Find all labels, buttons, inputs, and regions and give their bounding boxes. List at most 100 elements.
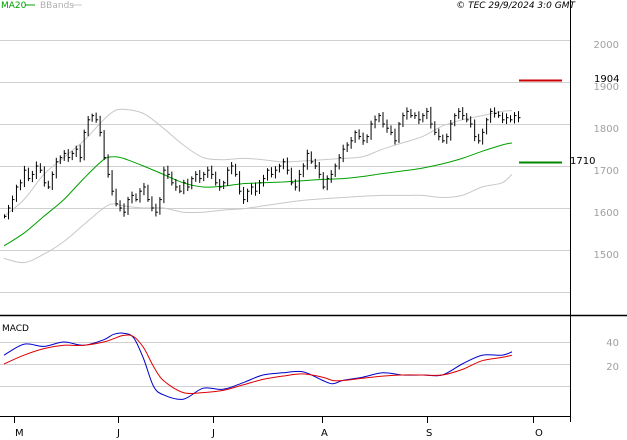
price-bar [310,151,314,164]
price-bar [410,109,413,118]
price-bar [103,130,107,160]
price-bar [502,112,505,124]
price-bar [394,128,397,145]
price-bar [55,157,59,179]
price-bar [31,170,35,183]
price-bar [147,184,150,202]
price-bar [490,108,493,123]
price-bar [382,112,386,128]
price-bar [482,128,485,145]
price-bar [87,116,91,137]
price-bar [486,117,489,135]
price-bar [458,108,461,119]
y-tick-1500: 1500 [594,250,619,261]
price-bar [318,161,322,179]
price-bar [79,144,83,163]
price-bar [203,171,206,182]
price-bar [259,180,262,194]
price-bar [366,134,370,144]
price-bar [247,188,250,203]
price-bar [199,170,202,183]
price-bar [306,149,310,170]
price-bar [418,111,421,125]
price-bar [219,179,222,191]
price-bar [290,167,294,186]
ma20-series-line [3,142,513,247]
price-bar [434,121,437,136]
price-bar [167,165,170,179]
price-bar [386,119,389,133]
price-bar [354,130,358,143]
price-bar [402,112,405,128]
price-bar [514,112,517,124]
y-tick-1900: 1900 [594,82,619,93]
price-bar [334,163,338,177]
price-bar [322,172,326,190]
price-bar [187,178,190,192]
price-bar [462,107,465,120]
price-bar [119,200,123,212]
price-bar [4,214,7,219]
price-bar [470,116,473,128]
price-bar [139,188,142,203]
price-bar [430,106,433,129]
price-bar [27,167,31,182]
price-bar [506,113,509,125]
x-label-o: O [535,428,543,439]
price-bar [342,144,346,163]
price-bar [191,176,194,190]
price-bar [378,113,382,123]
price-bar [127,196,131,215]
price-bar [478,133,481,144]
y-tick-2000: 2000 [594,40,619,51]
price-bar [494,107,497,118]
price-bar [159,197,162,215]
price-bar [370,120,374,140]
price-bar [446,133,449,144]
price-bar [47,180,51,190]
price-bar [466,113,469,123]
price-bar [243,186,246,204]
price-bar [223,180,226,190]
x-label-a: A [321,428,328,439]
price-bar [75,145,79,157]
y-tick-1600: 1600 [594,208,619,219]
macd-title: MACD [2,324,29,334]
price-bar [362,132,366,145]
price-bar [510,115,513,123]
macd-y-tick-20: 20 [606,362,619,373]
price-bar [107,154,111,178]
price-bar [450,119,453,141]
price-bar [231,161,234,175]
price-bar [123,203,127,217]
x-label-m: M [15,428,24,439]
price-bar [115,188,119,207]
price-bar [7,204,11,220]
price-bar [251,183,254,195]
price-bar [262,174,266,187]
bband-lower-line [3,174,513,264]
legend-bbands: BBands [40,1,74,11]
price-bar [282,158,286,170]
price-bar [286,157,290,175]
price-bar [83,129,87,161]
bollinger-bands [3,108,513,264]
timestamp-label: © TEC 29/9/2024 3:0 GMT [456,1,576,11]
price-bar [51,171,55,191]
price-bar [195,171,198,182]
price-bar [111,170,115,196]
price-bar [438,128,441,141]
price-bar [422,113,425,123]
price-bar [163,166,166,204]
price-bar [326,175,330,191]
ma20-line [3,142,513,247]
macd-lines [3,332,513,400]
price-bar [390,125,393,136]
price-bar [442,134,445,143]
x-label-s: S [426,428,432,439]
price-bar [398,121,401,143]
price-bar [183,179,186,195]
price-bar [346,142,350,152]
price-bar [67,149,71,162]
